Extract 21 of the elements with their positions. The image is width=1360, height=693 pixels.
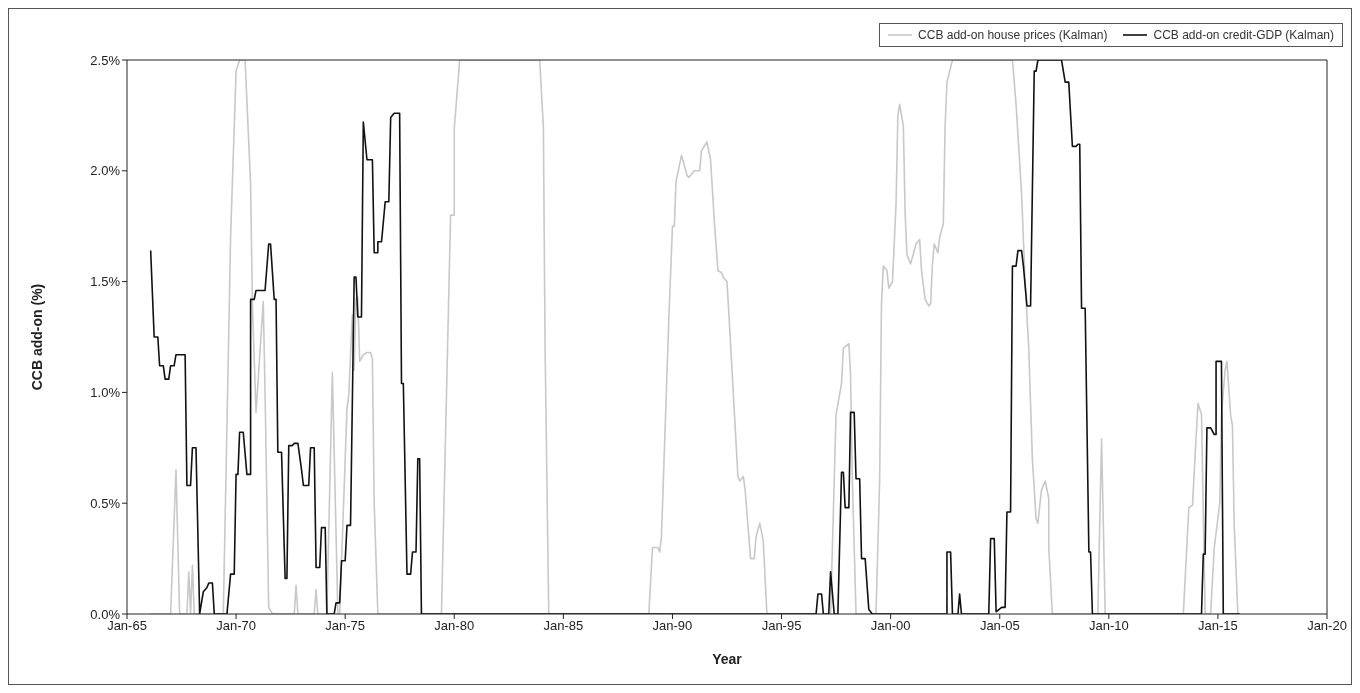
x-tick-label: Jan-80	[434, 618, 475, 634]
x-tick-label: Jan-00	[870, 618, 911, 634]
y-tick-label: 1.0%	[90, 385, 121, 401]
y-tick-label: 0.5%	[90, 495, 121, 511]
line-series	[149, 60, 1241, 614]
x-tick-label: Jan-95	[761, 618, 802, 634]
x-tick-label: Jan-90	[652, 618, 693, 634]
x-tick-label: Jan-10	[1088, 618, 1129, 634]
legend-label: CCB add-on house prices (Kalman)	[918, 27, 1108, 43]
x-tick-label: Jan-85	[543, 618, 584, 634]
x-tick-label: Jan-70	[216, 618, 256, 634]
y-axis-title: CCB add-on (%)	[28, 283, 45, 391]
x-tick-label: Jan-15	[1198, 618, 1238, 634]
y-tick-label: 2.5%	[90, 52, 121, 68]
x-tick-label: Jan-75	[325, 618, 366, 634]
y-tick-label: 2.0%	[90, 163, 121, 179]
y-tick-label: 1.5%	[90, 274, 121, 290]
x-tick-label: Jan-05	[979, 618, 1020, 634]
legend-label: CCB add-on credit-GDP (Kalman)	[1153, 27, 1334, 43]
x-tick-label: Jan-20	[1307, 618, 1347, 634]
x-axis-title: Year	[712, 651, 743, 667]
